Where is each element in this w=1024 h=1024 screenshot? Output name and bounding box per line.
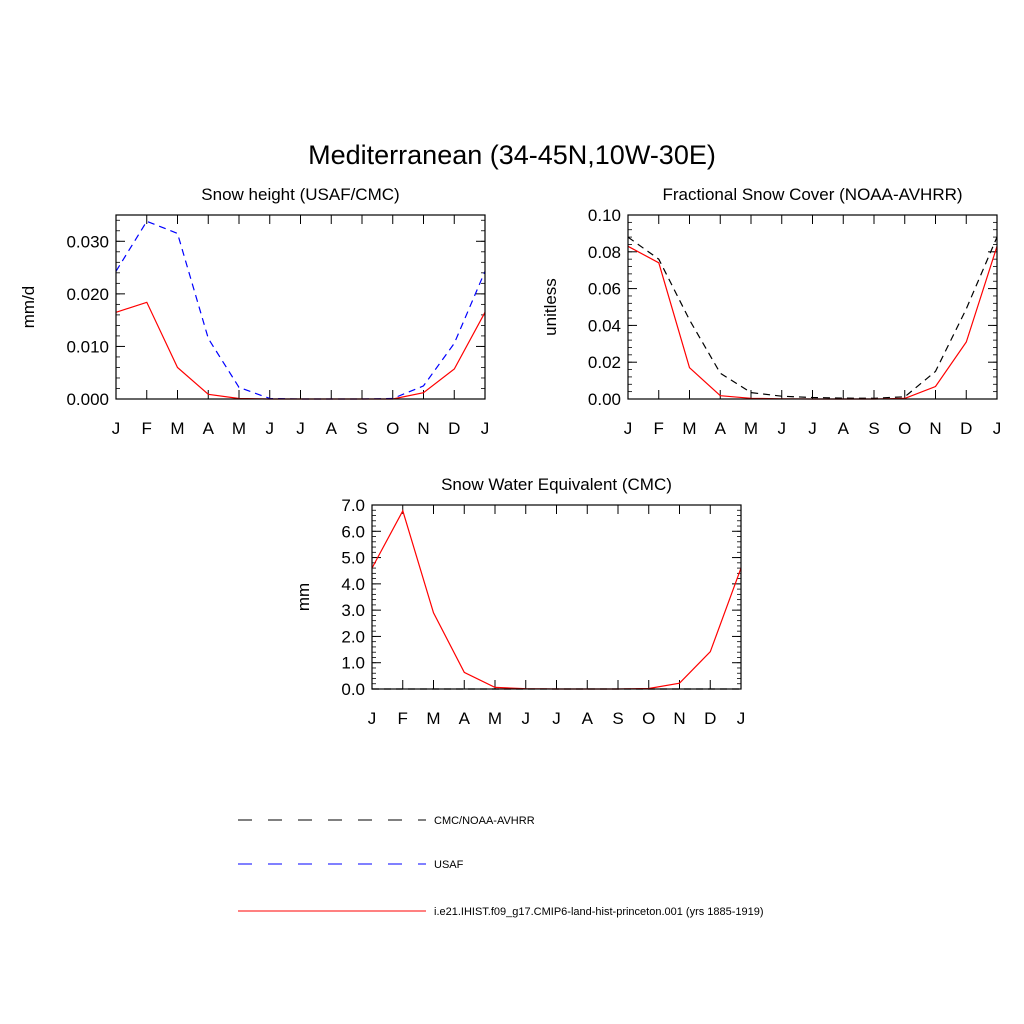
x-tick-label: A: [326, 419, 338, 438]
legend: CMC/NOAA-AVHRR USAF i.e21.IHIST.f09_g17.CM…: [238, 815, 764, 918]
y-tick-label: 5.0: [341, 549, 365, 568]
x-tick-label: J: [808, 419, 817, 438]
y-tick-label: 0.020: [66, 285, 109, 304]
x-tick-label: M: [682, 419, 696, 438]
y-tick-label: 3.0: [341, 601, 365, 620]
y-tick-label: 0.0: [341, 680, 365, 699]
x-tick-label: J: [737, 709, 746, 728]
x-tick-label: M: [488, 709, 502, 728]
y-tick-label: 7.0: [341, 496, 365, 515]
x-tick-label: S: [356, 419, 367, 438]
x-tick-label: O: [642, 709, 655, 728]
x-tick-label: D: [960, 419, 972, 438]
y-tick-label: 0.000: [66, 390, 109, 409]
subplot-title: Fractional Snow Cover (NOAA-AVHRR): [662, 185, 962, 204]
x-tick-label: M: [426, 709, 440, 728]
y-tick-label: 0.030: [66, 232, 109, 251]
legend-label: CMC/NOAA-AVHRR: [434, 815, 535, 827]
series-line: [627, 236, 998, 399]
plot-frame: [371, 504, 742, 690]
x-tick-label: F: [398, 709, 408, 728]
y-axis-label: mm/d: [19, 286, 38, 329]
x-tick-label: F: [142, 419, 152, 438]
x-tick-label: M: [744, 419, 758, 438]
panel-fractional-snow-cover: Fractional Snow Cover (NOAA-AVHRR) unitle…: [541, 185, 1001, 438]
x-tick-label: N: [417, 419, 429, 438]
x-tick-label: D: [448, 419, 460, 438]
x-tick-label: J: [624, 419, 633, 438]
y-tick-label: 0.00: [588, 390, 621, 409]
x-tick-label: A: [582, 709, 594, 728]
x-tick-label: J: [481, 419, 490, 438]
x-tick-label: J: [778, 419, 787, 438]
y-tick-label: 0.08: [588, 243, 621, 262]
x-tick-label: M: [170, 419, 184, 438]
series-line: [115, 220, 486, 400]
y-tick-label: 0.02: [588, 353, 621, 372]
panel-snow-water-equivalent: Snow Water Equivalent (CMC) mm 0.0 1.0 2.0 3.…: [294, 475, 745, 728]
x-tick-label: A: [203, 419, 215, 438]
y-tick-label: 1.0: [341, 654, 365, 673]
x-tick-label: N: [673, 709, 685, 728]
x-tick-label: J: [296, 419, 305, 438]
y-tick-label: 4.0: [341, 575, 365, 594]
x-tick-label: J: [266, 419, 275, 438]
subplot-title: Snow height (USAF/CMC): [201, 185, 399, 204]
x-tick-label: S: [868, 419, 879, 438]
subplot-title: Snow Water Equivalent (CMC): [441, 475, 672, 494]
series-line: [115, 301, 486, 400]
y-tick-label: 0.10: [588, 206, 621, 225]
x-tick-label: N: [929, 419, 941, 438]
legend-label: USAF: [434, 859, 464, 871]
x-tick-label: F: [654, 419, 664, 438]
y-tick-label: 6.0: [341, 522, 365, 541]
x-tick-label: S: [612, 709, 623, 728]
y-tick-label: 0.010: [66, 337, 109, 356]
x-tick-label: J: [552, 709, 561, 728]
figure-title: Mediterranean (34-45N,10W-30E): [308, 140, 716, 170]
x-tick-label: J: [112, 419, 121, 438]
x-tick-label: M: [232, 419, 246, 438]
series-line: [371, 509, 742, 690]
x-tick-label: A: [459, 709, 471, 728]
x-tick-label: A: [715, 419, 727, 438]
x-tick-label: A: [838, 419, 850, 438]
plot-frame: [115, 214, 486, 400]
panel-snow-height: Snow height (USAF/CMC) mm/d 0.000 0.010 0.02…: [19, 185, 489, 438]
y-tick-label: 0.04: [588, 316, 621, 335]
series-line: [627, 245, 998, 400]
y-axis-label: mm: [294, 583, 313, 611]
x-tick-label: J: [368, 709, 377, 728]
plot-frame: [627, 214, 998, 400]
legend-label: i.e21.IHIST.f09_g17.CMIP6-land-hist-prin…: [434, 906, 764, 918]
y-tick-label: 2.0: [341, 627, 365, 646]
x-tick-label: J: [993, 419, 1002, 438]
x-tick-label: D: [704, 709, 716, 728]
x-tick-label: O: [386, 419, 399, 438]
x-tick-label: O: [898, 419, 911, 438]
y-tick-label: 0.06: [588, 280, 621, 299]
y-axis-label: unitless: [541, 278, 560, 336]
x-tick-label: J: [522, 709, 531, 728]
